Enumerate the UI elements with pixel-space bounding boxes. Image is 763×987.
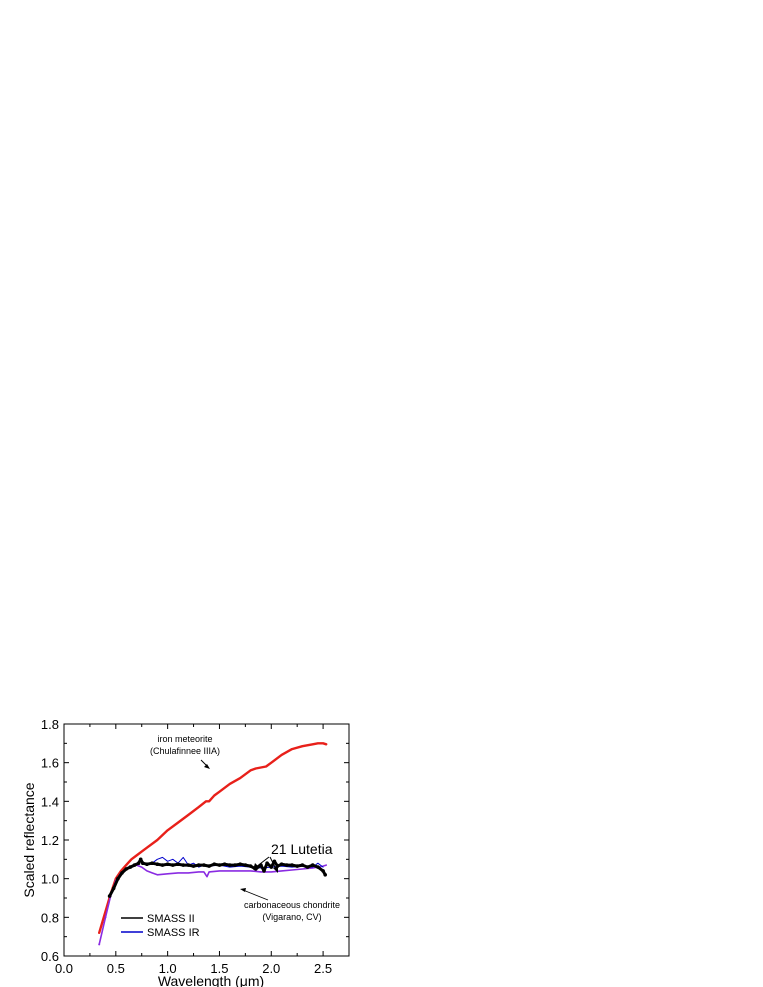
data-point-smass-ii (285, 863, 289, 867)
arrow-lutetia-left-head (253, 863, 259, 870)
arrow-iron-head (204, 764, 210, 769)
data-point-smass-ii (295, 864, 300, 868)
legend-label-smass-ir: SMASS IR (147, 927, 200, 939)
data-point-smass-ii (150, 861, 154, 865)
y-tick-label: 1.4 (41, 794, 59, 809)
data-point-smass-ii (228, 863, 232, 867)
x-tick-label: 2.5 (314, 961, 332, 976)
data-point-smass-ii (181, 863, 185, 867)
data-point-smass-ii (222, 862, 227, 866)
data-point-smass-ii (290, 863, 294, 867)
data-point-carbonaceous-chondrite (104, 916, 107, 919)
data-point-smass-ii (191, 864, 196, 868)
series-line-iron (97, 742, 328, 934)
data-point-smass-ii (316, 865, 320, 869)
arrow-lutetia-right-head (273, 866, 278, 873)
data-point-smass-ii (212, 862, 217, 866)
data-point-smass-ii (248, 864, 253, 868)
data-point-smass-ii (138, 857, 143, 862)
data-point-smass-ii (111, 886, 116, 891)
y-tick-label: 1.6 (41, 756, 59, 771)
y-tick-label: 0.8 (41, 910, 59, 925)
data-point-smass-ii (233, 863, 237, 867)
data-point-smass-ii (165, 862, 170, 866)
arrow-lutetia-right (269, 856, 277, 870)
x-tick-label: 0.5 (107, 961, 125, 976)
data-point-smass-ii (202, 863, 206, 867)
data-point-iron (98, 931, 101, 934)
data-point-smass-ii (141, 861, 145, 865)
annotation-iron-line2: (Chulafinnee IIIA) (150, 746, 220, 756)
y-tick-label: 1.2 (41, 833, 59, 848)
data-point-smass-ii (136, 861, 141, 865)
data-point-smass-ii (124, 867, 128, 871)
x-axis-title: Wavelength (μm) (158, 973, 264, 987)
data-point-smass-ii (155, 862, 160, 866)
x-tick-label: 1.5 (210, 961, 228, 976)
data-point-smass-ii (323, 873, 328, 877)
y-axis-title: Scaled reflectance (21, 782, 37, 897)
data-point-smass-ii (128, 865, 133, 869)
arrow-lutetia-left (255, 856, 270, 868)
data-point-smass-ii (321, 869, 325, 873)
y-tick-label: 1.0 (41, 872, 59, 887)
data-point-smass-ii (171, 863, 175, 867)
data-point-smass-ii (145, 862, 149, 866)
legend-label-smass-ii: SMASS II (147, 913, 195, 925)
data-point-carbonaceous-chondrite (98, 943, 101, 946)
annotation-cc-line2: (Vigarano, CV) (262, 912, 321, 922)
data-point-smass-ii (310, 863, 315, 867)
data-point-smass-ii (279, 862, 284, 866)
annotation-iron-line1: iron meteorite (157, 734, 212, 744)
annotation-lutetia: 21 Lutetia (271, 841, 333, 857)
data-point-smass-ii (120, 871, 124, 875)
data-point-smass-ii (300, 863, 305, 867)
data-point-smass-ii (116, 876, 120, 881)
data-point-smass-ii (238, 862, 242, 866)
data-point-smass-ii (132, 863, 137, 867)
arrow-cc (242, 889, 269, 901)
data-point-smass-ii (207, 864, 211, 868)
data-point-smass-ii (269, 865, 274, 869)
x-tick-label: 1.0 (159, 961, 177, 976)
data-point-smass-ii (160, 863, 165, 867)
arrow-cc-head (240, 888, 246, 892)
data-point-smass-ii (217, 863, 222, 867)
x-tick-label: 0.0 (55, 961, 73, 976)
data-point-smass-ii (196, 863, 201, 867)
data-point-smass-ii (262, 869, 266, 873)
y-tick-label: 0.6 (41, 949, 59, 964)
data-point-smass-ii (186, 863, 191, 867)
annotation-cc-line1: carbonaceous chondrite (244, 900, 340, 910)
y-tick-label: 1.8 (41, 717, 59, 732)
data-point-smass-ii (272, 859, 277, 864)
x-tick-label: 2.0 (262, 961, 280, 976)
data-point-smass-ii (243, 863, 248, 867)
data-point-smass-ii (176, 862, 180, 866)
data-point-smass-ii (305, 865, 310, 869)
data-point-smass-ii (265, 861, 269, 865)
data-point-smass-ii (107, 894, 112, 898)
